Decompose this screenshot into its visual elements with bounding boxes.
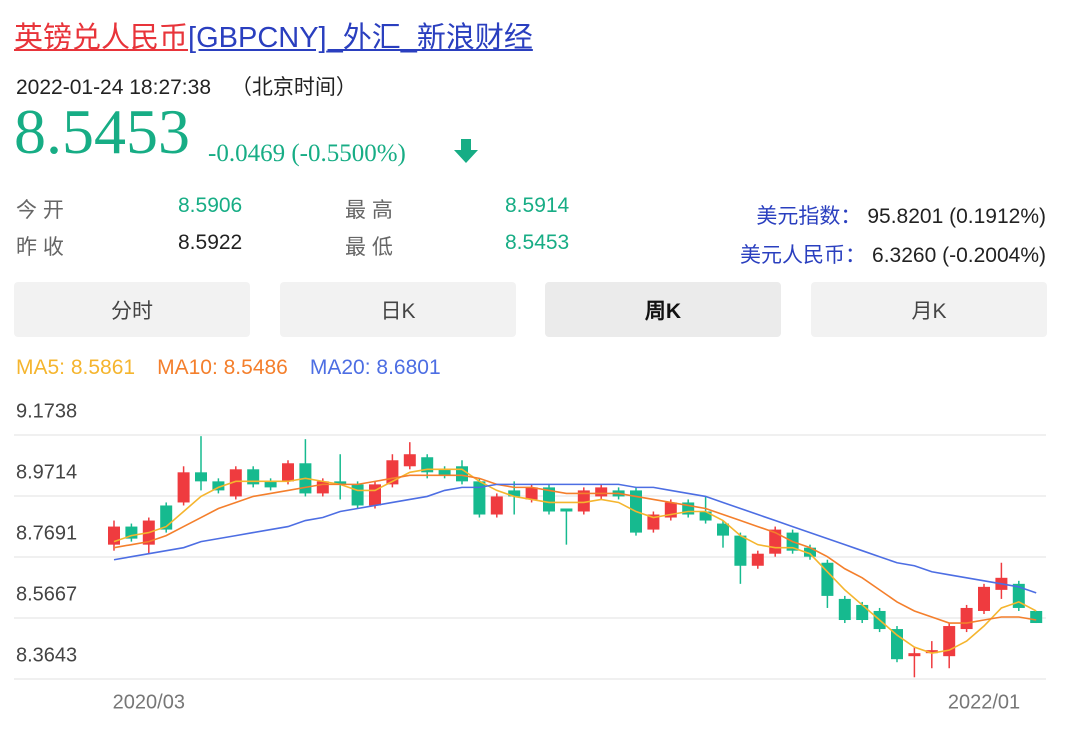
index-label: 美元指数： xyxy=(756,205,862,228)
stat-value: 8.5453 xyxy=(505,231,570,254)
stat-value: 8.5914 xyxy=(505,194,570,217)
candle-body xyxy=(925,650,938,654)
ma-line xyxy=(113,483,1037,594)
candle-body xyxy=(316,481,329,494)
candle-body xyxy=(490,496,503,515)
candle-body xyxy=(647,514,660,530)
candle-body xyxy=(560,508,573,512)
ma-line xyxy=(113,474,1037,624)
stat-value: 8.5922 xyxy=(178,231,243,254)
candle-body xyxy=(595,487,608,497)
candle-body xyxy=(177,472,190,503)
candle-body xyxy=(403,454,416,467)
index-row: 美元人民币： 6.3260 (-0.2004%) xyxy=(740,239,1046,269)
y-tick-label: 9.1738 xyxy=(16,400,77,422)
candle-body xyxy=(891,629,903,660)
candle-body xyxy=(1012,583,1025,608)
candle-body xyxy=(525,487,538,500)
candle-body xyxy=(960,607,973,630)
index-label: 美元人民币： xyxy=(740,244,867,267)
candle-body xyxy=(543,487,555,512)
index-row: 美元指数： 95.8201 (0.1912%) xyxy=(756,200,1046,230)
timezone: （北京时间） xyxy=(230,76,357,99)
time: 2022-01-24 18:27:38 xyxy=(16,76,211,99)
down-arrow xyxy=(454,139,478,163)
candle-body xyxy=(334,481,347,485)
y-tick-label: 8.3643 xyxy=(16,644,77,666)
legend-entry: MA10: 8.5486 xyxy=(157,356,288,379)
y-tick-label: 8.5667 xyxy=(16,583,77,605)
tab[interactable]: 分时 xyxy=(14,282,250,337)
timestamp: 2022-01-24 18:27:38 （北京时间） xyxy=(16,71,357,101)
stat-label: 昨 收 xyxy=(16,236,64,259)
candle-body xyxy=(804,547,816,557)
candle-body xyxy=(838,598,851,621)
legend-entry: MA20: 8.6801 xyxy=(309,356,441,379)
stat-label: 今 开 xyxy=(16,199,64,222)
stat-label: 最 高 xyxy=(345,199,393,222)
y-tick-label: 8.7691 xyxy=(16,522,77,544)
y-tick-label: 8.9714 xyxy=(16,461,77,483)
candle-body xyxy=(229,469,242,497)
title-link[interactable]: 英镑兑人民币 xyxy=(14,22,189,54)
candle-body xyxy=(856,604,869,621)
legend: MA5: 8.5861 MA10: 8.5486 MA20: 8.6801 xyxy=(16,356,463,380)
candle-body xyxy=(125,526,138,539)
candle-body xyxy=(438,469,451,476)
price: 8.5453 xyxy=(14,96,190,167)
candle-body xyxy=(508,490,521,497)
candle-body xyxy=(699,511,712,521)
candle-body xyxy=(734,535,747,566)
candle-body xyxy=(978,586,990,611)
x-tick-label: 2022/01 xyxy=(948,691,1020,713)
legend-entry: MA5: 8.5861 xyxy=(16,356,136,379)
title-link[interactable]: [GBPCNY]_外汇_新浪财经 xyxy=(188,22,533,54)
index-value: 95.8201 (0.1912%) xyxy=(867,205,1046,228)
candle-body xyxy=(751,553,764,566)
candle-body xyxy=(212,481,225,491)
tab[interactable]: 日K xyxy=(280,282,516,337)
tab[interactable]: 月K xyxy=(811,282,1047,337)
candle-body xyxy=(908,653,921,657)
candle-body xyxy=(473,481,486,515)
change: -0.0469 (-0.5500%) xyxy=(208,140,406,167)
x-tick-label: 2020/03 xyxy=(113,691,185,713)
candle-body xyxy=(282,463,294,482)
candle-body xyxy=(717,523,729,536)
candle-body xyxy=(821,562,834,596)
stat-label: 最 低 xyxy=(345,236,393,259)
stat-value: 8.5906 xyxy=(178,194,243,217)
title: 英镑兑人民币[GBPCNY]_外汇_新浪财经 xyxy=(14,14,533,56)
candle-body xyxy=(264,481,277,488)
candle-body xyxy=(1030,610,1043,624)
candle-body xyxy=(351,484,364,506)
tab[interactable]: 周K xyxy=(545,282,781,337)
candle-body xyxy=(577,490,590,512)
ma-line xyxy=(113,468,1037,654)
candle-body xyxy=(195,472,207,482)
candle-body xyxy=(108,526,120,545)
index-value: 6.3260 (-0.2004%) xyxy=(872,244,1046,267)
